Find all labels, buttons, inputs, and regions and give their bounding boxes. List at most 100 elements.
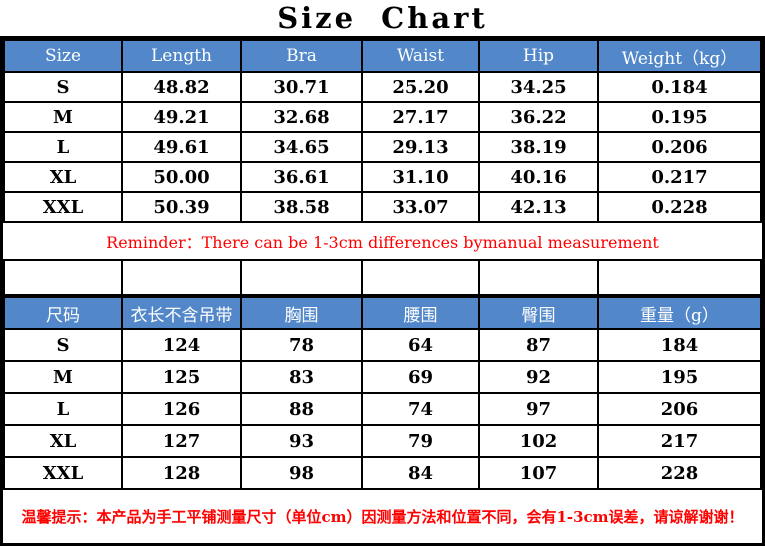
empty-row	[3, 259, 762, 296]
measurement-cell: 78	[240, 328, 363, 362]
measurement-cell: 32.68	[240, 101, 363, 133]
measurement-cell: 87	[478, 328, 599, 362]
measurement-cell: 42.13	[478, 191, 599, 223]
measurement-cell: 125	[121, 360, 242, 394]
measurement-cell: 40.16	[478, 161, 599, 193]
size-label-cell: XXL	[3, 456, 123, 490]
column-header: 重量（g）	[597, 296, 762, 330]
measurement-cell: 0.206	[597, 131, 762, 163]
measurement-cell: 228	[597, 456, 762, 490]
measurement-cell: 83	[240, 360, 363, 394]
measurement-cell: 34.65	[240, 131, 363, 163]
table-body-cm: S 124 78 64 87 184 M 125 83 69 92 195 L 126 88 74 97 206 X…	[3, 328, 762, 490]
size-label-cell: S	[3, 71, 123, 103]
measurement-cell: 195	[597, 360, 762, 394]
column-header: 腰围	[361, 296, 480, 330]
measurement-cell: 25.20	[361, 71, 480, 103]
spacer-row	[3, 259, 762, 296]
measurement-cell: 184	[597, 328, 762, 362]
empty-cell	[121, 259, 242, 296]
column-header: Length	[121, 39, 242, 73]
size-label-cell: XL	[3, 424, 123, 458]
column-header: 衣长不含吊带	[121, 296, 242, 330]
column-header: Hip	[478, 39, 599, 73]
measurement-disclaimer: 温馨提示：本产品为手工平铺测量尺寸（单位cm）因测量方法和位置不同，会有1-3c…	[21, 508, 744, 526]
empty-cell	[361, 259, 480, 296]
measurement-cell: 97	[478, 392, 599, 426]
empty-cell	[240, 259, 363, 296]
size-label-cell: XXL	[3, 191, 123, 223]
measurement-cell: 48.82	[121, 71, 242, 103]
measurement-cell: 29.13	[361, 131, 480, 163]
measurement-cell: 126	[121, 392, 242, 426]
column-header: Waist	[361, 39, 480, 73]
size-table-cm: 尺码 衣长不含吊带 胸围 腰围 臀围 重量（g） S 124 78 64 87 184 M 125 83 6…	[3, 296, 762, 490]
empty-cell	[478, 259, 599, 296]
measurement-cell: 92	[478, 360, 599, 394]
column-header: 胸围	[240, 296, 363, 330]
measurement-cell: 34.25	[478, 71, 599, 103]
size-label-cell: M	[3, 360, 123, 394]
measurement-cell: 93	[240, 424, 363, 458]
measurement-cell: 38.19	[478, 131, 599, 163]
measurement-cell: 127	[121, 424, 242, 458]
measurement-cell: 128	[121, 456, 242, 490]
measurement-cell: 49.21	[121, 101, 242, 133]
measurement-cell: 0.195	[597, 101, 762, 133]
measurement-cell: 30.71	[240, 71, 363, 103]
column-header: 尺码	[3, 296, 123, 330]
table-row: XXL 128 98 84 107 228	[3, 456, 762, 490]
chart-body: Size Length Bra Waist Hip Weight（kg） S 48.82 30…	[0, 36, 765, 546]
table-row: M 125 83 69 92 195	[3, 360, 762, 394]
measurement-cell: 33.07	[361, 191, 480, 223]
measurement-cell: 69	[361, 360, 480, 394]
size-label-cell: L	[3, 131, 123, 163]
column-header: Weight（kg）	[597, 39, 762, 73]
table-row: L 126 88 74 97 206	[3, 392, 762, 426]
table-row: M 49.21 32.68 27.17 36.22 0.195	[3, 101, 762, 133]
column-header: Size	[3, 39, 123, 73]
column-header: 臀围	[478, 296, 599, 330]
measurement-cell: 206	[597, 392, 762, 426]
measurement-cell: 31.10	[361, 161, 480, 193]
table-row: S 48.82 30.71 25.20 34.25 0.184	[3, 71, 762, 103]
page-title: Size Chart	[277, 1, 488, 35]
table-row: S 124 78 64 87 184	[3, 328, 762, 362]
size-table-inches: Size Length Bra Waist Hip Weight（kg） S 48.82 30…	[3, 39, 762, 223]
measurement-cell: 36.22	[478, 101, 599, 133]
measurement-cell: 0.217	[597, 161, 762, 193]
measurement-cell: 50.00	[121, 161, 242, 193]
measurement-cell: 38.58	[240, 191, 363, 223]
reminder-note: Reminder：There can be 1-3cm differences …	[106, 233, 659, 252]
size-label-cell: S	[3, 328, 123, 362]
measurement-cell: 98	[240, 456, 363, 490]
column-header: Bra	[240, 39, 363, 73]
measurement-cell: 124	[121, 328, 242, 362]
header-row-inches: Size Length Bra Waist Hip Weight（kg）	[3, 39, 762, 73]
measurement-cell: 84	[361, 456, 480, 490]
size-label-cell: L	[3, 392, 123, 426]
size-label-cell: XL	[3, 161, 123, 193]
table-row: XXL 50.39 38.58 33.07 42.13 0.228	[3, 191, 762, 223]
measurement-cell: 49.61	[121, 131, 242, 163]
measurement-cell: 102	[478, 424, 599, 458]
measurement-cell: 64	[361, 328, 480, 362]
measurement-cell: 88	[240, 392, 363, 426]
measurement-cell: 36.61	[240, 161, 363, 193]
size-label-cell: M	[3, 101, 123, 133]
header-row-cm: 尺码 衣长不含吊带 胸围 腰围 臀围 重量（g）	[3, 296, 762, 330]
measurement-cell: 74	[361, 392, 480, 426]
measurement-cell: 217	[597, 424, 762, 458]
empty-cell	[3, 259, 123, 296]
measurement-cell: 79	[361, 424, 480, 458]
table-row: L 49.61 34.65 29.13 38.19 0.206	[3, 131, 762, 163]
measurement-cell: 0.228	[597, 191, 762, 223]
table-body-inches: S 48.82 30.71 25.20 34.25 0.184 M 49.21 32.68 27.…	[3, 71, 762, 223]
measurement-cell: 107	[478, 456, 599, 490]
measurement-cell: 50.39	[121, 191, 242, 223]
table-row: XL 127 93 79 102 217	[3, 424, 762, 458]
empty-cell	[597, 259, 762, 296]
table-row: XL 50.00 36.61 31.10 40.16 0.217	[3, 161, 762, 193]
measurement-cell: 0.184	[597, 71, 762, 103]
